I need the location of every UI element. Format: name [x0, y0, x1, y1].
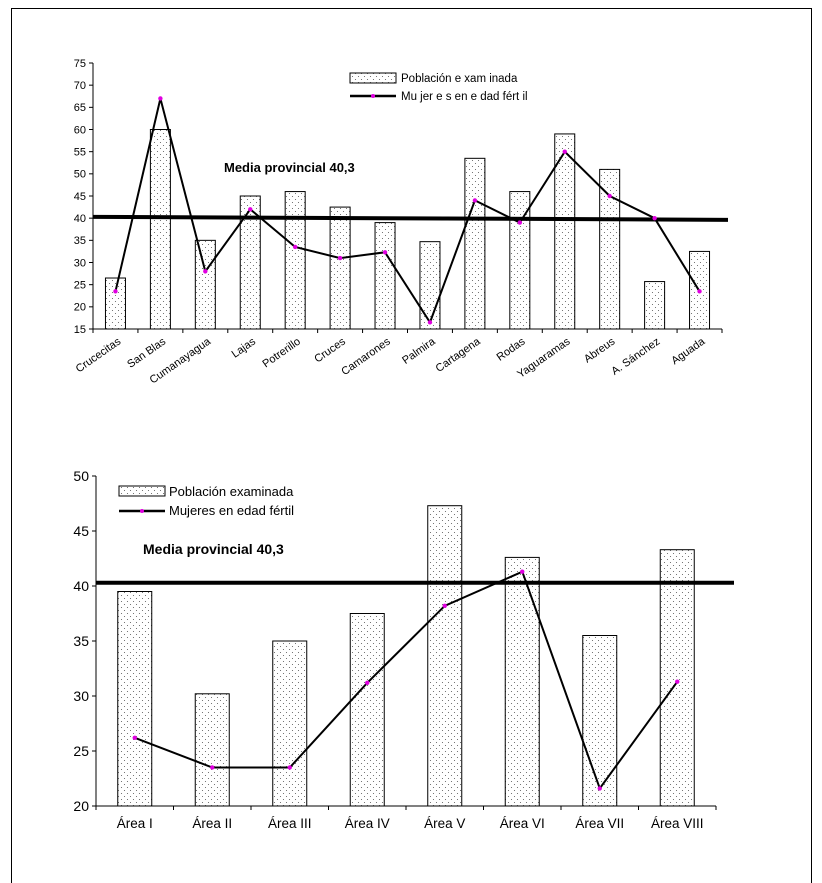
line-point-4	[248, 207, 253, 212]
line-point-6	[337, 255, 343, 261]
y-tick-label: 65	[74, 102, 86, 114]
x-tick-label: Aguada	[669, 335, 708, 367]
x-tick-label: Cruces	[312, 335, 348, 365]
line-point-14	[697, 289, 702, 294]
line-point-1	[113, 289, 118, 294]
bar-6	[504, 556, 540, 807]
line-point-7	[597, 786, 602, 791]
y-tick-label: 20	[73, 798, 89, 814]
x-tick-label: Área VII	[575, 816, 624, 831]
bar-5	[284, 191, 306, 330]
bar-3	[194, 239, 216, 330]
line-point-9	[472, 198, 478, 203]
line-point-5	[442, 603, 447, 608]
x-tick-label: Área III	[268, 816, 312, 831]
bar-7	[582, 635, 618, 807]
line-point-2	[158, 96, 163, 101]
y-tick-label: 40	[74, 213, 86, 225]
x-tick-label: Camarones	[339, 335, 393, 378]
line-point-1	[132, 735, 137, 740]
legend-swatch-bar	[118, 485, 166, 497]
legend: Población examinada Mujeres en edad fért…	[118, 484, 294, 518]
line-point-4	[365, 680, 370, 685]
bar-7	[374, 222, 396, 330]
x-tick-label: Área VI	[500, 816, 545, 831]
y-tick-label: 60	[74, 124, 86, 136]
bar-8	[659, 549, 695, 807]
series-line	[134, 570, 679, 791]
legend: Población e xam inada Mu jer e s en e da…	[349, 72, 528, 103]
y-tick-label: 30	[73, 688, 89, 704]
y-tick-label: 35	[74, 235, 86, 247]
x-tick-label: Rodas	[495, 335, 528, 363]
bar-1	[117, 591, 153, 807]
y-tick-label: 75	[74, 58, 86, 70]
y-tick-label: 25	[73, 743, 89, 759]
reference-line	[92, 214, 729, 222]
y-tick-label: 40	[73, 578, 89, 594]
line-point-5	[292, 244, 298, 250]
legend-swatch-bar	[349, 72, 397, 84]
reference-line-label: Media provincial 40,3	[224, 160, 355, 175]
legend-swatch-marker	[140, 509, 144, 513]
y-tick-label: 30	[74, 257, 86, 269]
series-line	[114, 98, 701, 325]
x-tick-label: Lajas	[230, 335, 259, 360]
line-point-13	[652, 215, 657, 221]
figure-frame	[11, 8, 812, 883]
y-tick-label: 35	[73, 633, 89, 649]
legend-label-line: Mu jer e s en e dad fért il	[401, 91, 528, 103]
bar-8	[419, 241, 441, 330]
bar-5	[427, 505, 463, 807]
reference-line-label: Media provincial 40,3	[143, 541, 284, 557]
line-point-10	[517, 220, 523, 225]
x-tick-label: Área VIII	[651, 816, 704, 831]
bar-3	[272, 640, 308, 807]
legend-swatch-marker	[371, 94, 375, 98]
x-tick-label: Área I	[117, 816, 153, 831]
y-tick-label: 45	[73, 523, 89, 539]
line-point-3	[287, 765, 292, 770]
y-tick-label: 50	[73, 468, 89, 484]
x-tick-label: Área V	[424, 816, 465, 831]
y-tick-label: 55	[74, 147, 86, 159]
x-tick-label: Cartagena	[434, 335, 484, 375]
y-tick-label: 15	[74, 324, 86, 336]
legend-label-bar: Población e xam inada	[401, 73, 518, 85]
line-point-8	[427, 320, 433, 325]
legend-label-bar: Población examinada	[169, 484, 294, 499]
x-tick-label: Crucecitas	[74, 335, 124, 375]
x-tick-label: Abreus	[582, 335, 618, 365]
bar-6	[329, 206, 351, 330]
x-tick-label: Palmira	[400, 335, 438, 367]
bar-12	[599, 168, 621, 330]
line-point-2	[210, 765, 215, 770]
y-tick-label: 45	[74, 191, 86, 203]
line-point-3	[203, 269, 208, 274]
x-tick-label: A. Sánchez	[609, 336, 662, 378]
bar-13	[644, 281, 666, 330]
y-tick-label: 20	[74, 302, 86, 314]
x-tick-label: Área IV	[345, 816, 390, 831]
line-point-6	[520, 569, 525, 574]
bar-2	[194, 693, 230, 807]
y-tick-label: 50	[74, 169, 86, 181]
bar-2	[149, 129, 171, 330]
line-point-8	[675, 679, 680, 684]
legend-label-line: Mujeres en edad fértil	[169, 503, 294, 518]
chart-2: 20 25 30 35 40 45 50 Área I Área II Área III Área…	[73, 468, 734, 831]
x-tick-label: Área II	[192, 816, 232, 831]
bar-9	[464, 157, 486, 330]
y-tick-label: 70	[74, 80, 86, 92]
line-point-7	[382, 250, 388, 255]
bar-1	[104, 277, 126, 330]
y-tick-label: 25	[74, 280, 86, 292]
line-point-11	[562, 149, 567, 154]
x-tick-label: Potrerillo	[260, 336, 302, 371]
line-point-12	[607, 193, 612, 199]
bar-4	[349, 613, 385, 807]
